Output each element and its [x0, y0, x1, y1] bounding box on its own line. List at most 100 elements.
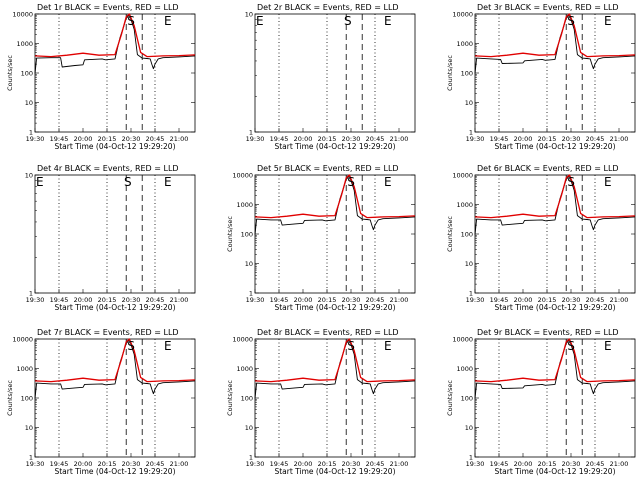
- marker-E: E: [604, 14, 612, 28]
- x-tick-label: 19:45: [490, 296, 509, 304]
- events-series-line: [254, 175, 416, 235]
- y-tick-label: 1000: [456, 365, 473, 373]
- y-tick-label: 100: [461, 395, 473, 403]
- panel-title: Det 7r BLACK = Events, RED = LLD: [37, 328, 179, 337]
- events-series-line: [254, 339, 416, 399]
- panel-title: Det 6r BLACK = Events, RED = LLD: [477, 164, 619, 173]
- y-tick-label: 1: [29, 454, 33, 462]
- x-tick-label: 20:00: [294, 296, 313, 304]
- lld-series-line: [474, 338, 636, 383]
- x-tick-label: 19:45: [270, 460, 289, 468]
- x-tick-label: 19:30: [246, 460, 265, 468]
- x-tick-label: 20:30: [122, 135, 141, 143]
- y-axis-label: Counts/sec: [446, 380, 454, 416]
- x-axis-label: Start Time (04-Oct-12 19:29:20): [494, 303, 615, 312]
- panel-det-5: Det 5r BLACK = Events, RED = LLD 1 10 100 10…: [226, 164, 416, 312]
- x-tick-label: 19:45: [270, 135, 289, 143]
- x-tick-label: 19:30: [26, 135, 45, 143]
- marker-S: S: [347, 339, 355, 353]
- x-tick-label: 19:30: [26, 460, 45, 468]
- y-tick-label: 10000: [452, 11, 473, 19]
- y-tick-label: 10: [465, 99, 473, 107]
- y-tick-label: 10: [245, 260, 253, 268]
- marker-S: S: [567, 14, 575, 28]
- x-tick-label: 20:30: [562, 135, 581, 143]
- x-tick-label: 21:00: [610, 135, 629, 143]
- x-tick-label: 20:00: [514, 296, 533, 304]
- x-tick-label: 19:45: [50, 296, 69, 304]
- x-tick-label: 20:30: [342, 460, 361, 468]
- panel-det-3: Det 3r BLACK = Events, RED = LLD 1 10 100 10…: [446, 3, 636, 151]
- x-axis-label: Start Time (04-Oct-12 19:29:20): [494, 142, 615, 151]
- events-series-line: [474, 339, 636, 399]
- events-series-line: [34, 339, 196, 399]
- x-tick-label: 19:30: [246, 135, 265, 143]
- y-axis-label: Counts/sec: [446, 216, 454, 252]
- panel-title: Det 2r BLACK = Events, RED = LLD: [257, 3, 399, 12]
- x-tick-label: 20:30: [122, 460, 141, 468]
- x-tick-label: 20:00: [294, 135, 313, 143]
- y-axis-label: Counts/sec: [226, 216, 234, 252]
- marker-E: E: [384, 175, 392, 189]
- lld-series-line: [254, 174, 416, 219]
- x-tick-label: 19:30: [26, 296, 45, 304]
- y-tick-label: 10: [245, 11, 253, 19]
- y-tick-label: 10: [25, 99, 33, 107]
- y-tick-label: 1: [29, 290, 33, 298]
- x-axis-label: Start Time (04-Oct-12 19:29:20): [274, 303, 395, 312]
- y-tick-label: 100: [461, 231, 473, 239]
- x-tick-label: 19:30: [466, 135, 485, 143]
- y-tick-label: 1000: [236, 365, 253, 373]
- x-tick-label: 20:45: [366, 296, 385, 304]
- panel-det-4: Det 4r BLACK = Events, RED = LLD 1 10 19:30…: [25, 164, 196, 312]
- lld-series-line: [474, 174, 636, 219]
- x-tick-label: 20:30: [342, 296, 361, 304]
- x-tick-label: 19:30: [246, 296, 265, 304]
- x-tick-label: 20:30: [562, 296, 581, 304]
- y-tick-label: 1: [249, 129, 253, 137]
- x-tick-label: 20:00: [74, 135, 93, 143]
- x-tick-label: 20:15: [318, 296, 337, 304]
- panel-title: Det 1r BLACK = Events, RED = LLD: [37, 3, 179, 12]
- marker-S: S: [127, 339, 135, 353]
- panel-title: Det 5r BLACK = Events, RED = LLD: [257, 164, 399, 173]
- panel-det-7: Det 7r BLACK = Events, RED = LLD 1 10 100 10…: [6, 328, 196, 476]
- x-tick-label: 20:45: [586, 135, 605, 143]
- y-axis-label: Counts/sec: [6, 55, 14, 91]
- marker-E: E: [36, 175, 44, 189]
- lld-series-line: [34, 13, 196, 58]
- x-tick-label: 21:00: [170, 460, 189, 468]
- x-tick-label: 19:30: [466, 296, 485, 304]
- y-tick-label: 10000: [232, 172, 253, 180]
- x-axis-label: Start Time (04-Oct-12 19:29:20): [54, 303, 175, 312]
- panel-title: Det 4r BLACK = Events, RED = LLD: [37, 164, 179, 173]
- lld-series-line: [254, 338, 416, 383]
- marker-E: E: [604, 175, 612, 189]
- marker-E: E: [164, 175, 172, 189]
- marker-S: S: [124, 175, 132, 189]
- panel-det-8: Det 8r BLACK = Events, RED = LLD 1 10 100 10…: [226, 328, 416, 476]
- x-tick-label: 20:00: [74, 460, 93, 468]
- y-tick-label: 1: [249, 290, 253, 298]
- x-tick-label: 20:45: [146, 296, 165, 304]
- y-tick-label: 1000: [236, 201, 253, 209]
- x-tick-label: 19:45: [50, 135, 69, 143]
- x-tick-label: 20:30: [342, 135, 361, 143]
- x-axis-label: Start Time (04-Oct-12 19:29:20): [54, 142, 175, 151]
- panel-det-9: Det 9r BLACK = Events, RED = LLD 1 10 100 10…: [446, 328, 636, 476]
- y-axis-label: Counts/sec: [226, 380, 234, 416]
- y-tick-label: 100: [461, 70, 473, 78]
- x-tick-label: 20:45: [146, 460, 165, 468]
- x-tick-label: 20:45: [146, 135, 165, 143]
- x-tick-label: 20:15: [538, 296, 557, 304]
- x-axis-label: Start Time (04-Oct-12 19:29:20): [274, 142, 395, 151]
- x-tick-label: 21:00: [390, 460, 409, 468]
- y-tick-label: 100: [21, 70, 33, 78]
- x-tick-label: 20:30: [562, 460, 581, 468]
- marker-S: S: [127, 14, 135, 28]
- y-tick-label: 100: [241, 395, 253, 403]
- plot-frame: [254, 13, 416, 133]
- x-tick-label: 20:45: [586, 460, 605, 468]
- x-tick-label: 20:15: [98, 296, 117, 304]
- x-tick-label: 21:00: [610, 296, 629, 304]
